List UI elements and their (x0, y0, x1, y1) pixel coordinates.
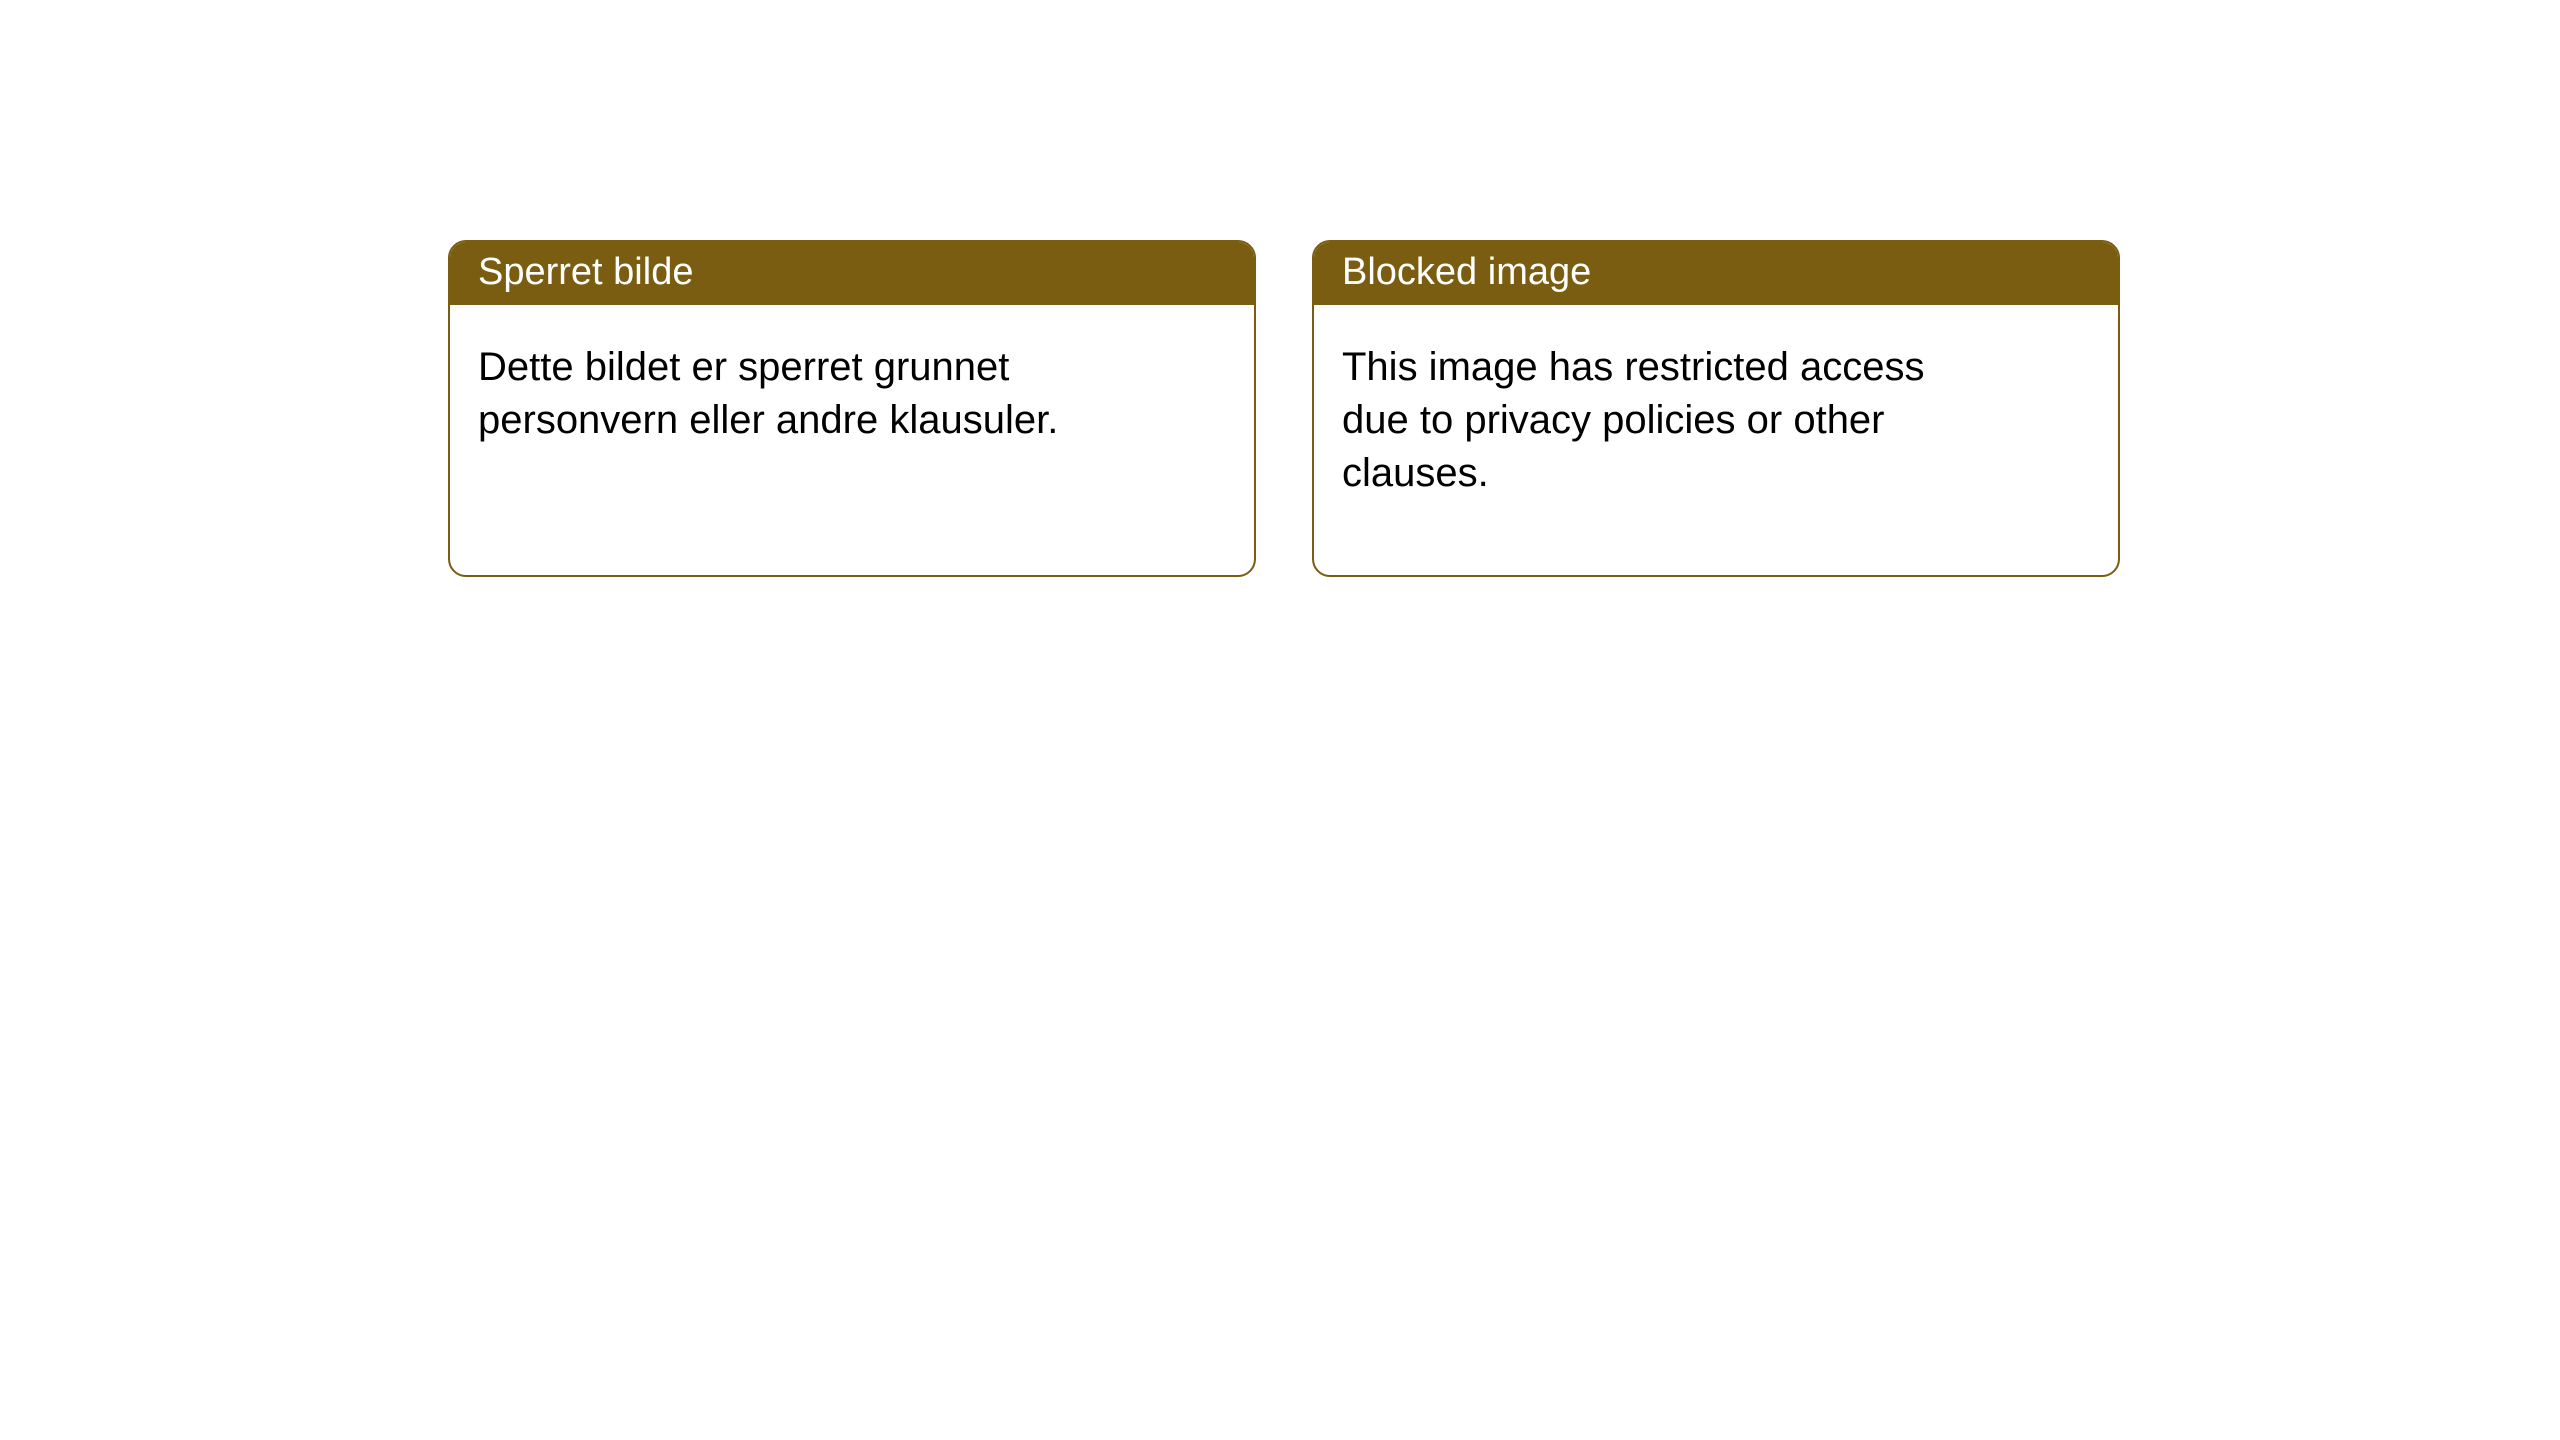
notice-body-english: This image has restricted access due to … (1314, 305, 1994, 575)
notice-box-norwegian: Sperret bilde Dette bildet er sperret gr… (448, 240, 1256, 577)
notice-header-english: Blocked image (1314, 242, 2118, 305)
notice-body-norwegian: Dette bildet er sperret grunnet personve… (450, 305, 1130, 575)
notice-header-norwegian: Sperret bilde (450, 242, 1254, 305)
notice-container: Sperret bilde Dette bildet er sperret gr… (0, 0, 2560, 577)
notice-box-english: Blocked image This image has restricted … (1312, 240, 2120, 577)
